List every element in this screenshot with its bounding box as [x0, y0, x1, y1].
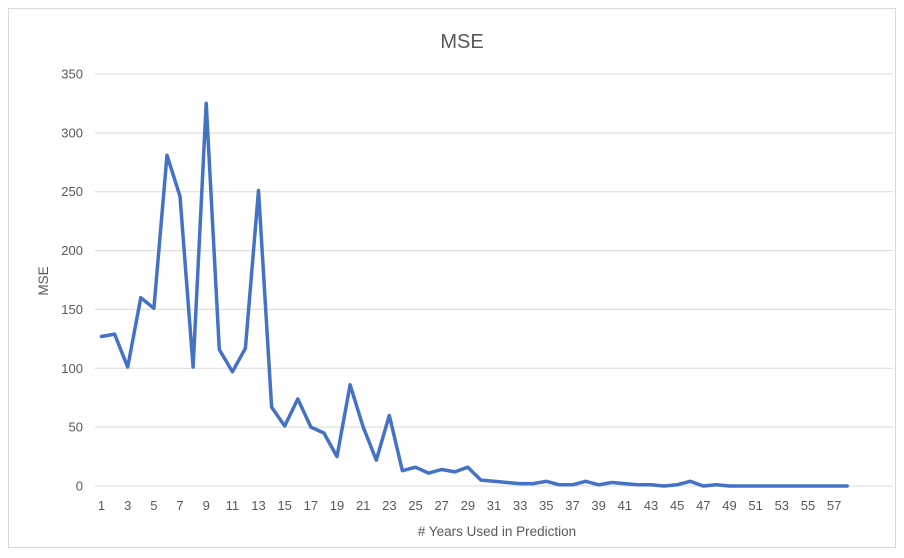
y-tick-label: 150	[61, 302, 83, 317]
x-tick-label: 13	[251, 498, 265, 513]
x-tick-labels: 1 3 5 7 9 11 13 15 17 19 21 23 25 27 29 31 33 35 37 39 41 43 4…	[98, 498, 841, 513]
x-tick-label: 25	[408, 498, 422, 513]
x-tick-label: 35	[539, 498, 553, 513]
x-tick-label: 51	[748, 498, 762, 513]
x-tick-label: 45	[670, 498, 684, 513]
y-tick-label: 50	[69, 420, 83, 435]
x-tick-label: 9	[203, 498, 210, 513]
x-tick-label: 17	[304, 498, 318, 513]
x-tick-label: 49	[722, 498, 736, 513]
x-tick-label: 33	[513, 498, 527, 513]
y-tick-labels: 0 50 100 150 200 250 300 350	[61, 67, 83, 494]
y-tick-label: 100	[61, 361, 83, 376]
y-axis-label: MSE	[36, 266, 51, 295]
x-tick-label: 43	[644, 498, 658, 513]
x-tick-label: 57	[827, 498, 841, 513]
x-tick-label: 3	[124, 498, 131, 513]
x-tick-label: 1	[98, 498, 105, 513]
x-tick-label: 7	[176, 498, 183, 513]
x-tick-label: 53	[775, 498, 789, 513]
x-tick-label: 5	[150, 498, 157, 513]
x-tick-label: 39	[591, 498, 605, 513]
series-line-mse	[99, 101, 849, 488]
x-tick-label: 15	[277, 498, 291, 513]
x-tick-label: 21	[356, 498, 370, 513]
x-axis-label: # Years Used in Prediction	[418, 524, 576, 539]
series-layer	[99, 101, 849, 488]
y-tick-label: 300	[61, 125, 83, 140]
x-tick-label: 19	[330, 498, 344, 513]
x-tick-label: 37	[565, 498, 579, 513]
x-tick-label: 23	[382, 498, 396, 513]
x-tick-label: 29	[461, 498, 475, 513]
x-tick-label: 31	[487, 498, 501, 513]
y-tick-label: 350	[61, 67, 83, 82]
y-tick-label: 250	[61, 184, 83, 199]
x-tick-label: 27	[434, 498, 448, 513]
x-tick-label: 11	[226, 498, 240, 513]
y-tick-label: 0	[76, 479, 83, 494]
chart-title: MSE	[440, 31, 483, 53]
y-tick-label: 200	[61, 243, 83, 258]
x-tick-label: 47	[696, 498, 710, 513]
x-tick-label: 41	[618, 498, 632, 513]
x-tick-label: 55	[801, 498, 815, 513]
